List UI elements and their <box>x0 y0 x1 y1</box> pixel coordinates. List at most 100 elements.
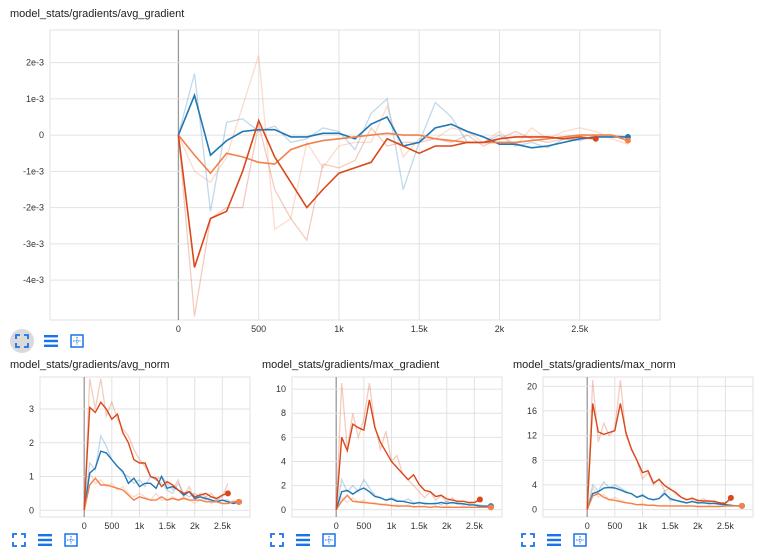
chart-panel-max-norm: model_stats/gradients/max_norm 0 500 1k 1.5… <box>513 359 758 554</box>
series-raw-line <box>83 471 240 511</box>
x-tick-label: 2k <box>190 521 200 531</box>
plot-area <box>291 376 503 518</box>
fit-domain-button[interactable] <box>519 531 537 549</box>
y-tick-label: 2 <box>29 438 34 448</box>
y-tick-label: -2e-3 <box>23 203 44 213</box>
series-last-point <box>476 496 483 503</box>
series-smoothed-line <box>586 403 732 510</box>
max-norm-chart[interactable]: 0 500 1k 1.5k 2k 2.5k 0 4 8 12 16 20 <box>513 373 758 533</box>
series-raw-line <box>177 124 596 317</box>
x-tick-label: 2k <box>693 521 703 531</box>
y-tick-label: 0 <box>281 505 286 515</box>
fit-domain-icon <box>12 533 26 547</box>
toggle-log-icon <box>296 534 310 546</box>
x-tick-label: 1.5k <box>411 521 429 531</box>
y-tick-label: 20 <box>527 381 537 391</box>
x-tick-label: 500 <box>104 521 119 531</box>
y-tick-label: 8 <box>281 408 286 418</box>
expand-chart-button[interactable] <box>62 531 80 549</box>
x-tick-label: 0 <box>334 521 339 531</box>
fit-domain-button[interactable] <box>10 329 34 353</box>
series-last-point <box>738 502 745 509</box>
series-smoothed-line <box>586 492 742 510</box>
x-tick-label: 0 <box>176 324 181 334</box>
y-tick-label: 4 <box>532 480 537 490</box>
series-last-point <box>235 498 242 505</box>
toggle-log-icon <box>38 534 52 546</box>
y-tick-label: -4e-3 <box>23 275 44 285</box>
toggle-log-icon <box>547 534 561 546</box>
x-tick-label: 2.5k <box>214 521 232 531</box>
avg-gradient-chart[interactable]: 0 500 1k 1.5k 2k 2.5k -4e-3 -3e-3 -2e-3 -1e-3 0 1e-… <box>10 28 665 338</box>
chart-toolbar <box>519 531 589 549</box>
expand-icon <box>70 334 84 348</box>
x-tick-label: 500 <box>356 521 371 531</box>
series-smoothed-line <box>335 399 481 510</box>
y-tick-label: 4 <box>281 456 286 466</box>
x-tick-label: 1k <box>638 521 648 531</box>
x-tick-label: 2.5k <box>571 324 589 334</box>
series-last-point <box>624 137 631 144</box>
expand-chart-button[interactable] <box>320 531 338 549</box>
expand-chart-button[interactable] <box>571 531 589 549</box>
fit-domain-icon <box>15 334 29 348</box>
expand-icon <box>64 533 78 547</box>
x-tick-label: 1.5k <box>411 324 429 334</box>
x-tick-label: 1k <box>334 324 344 334</box>
x-tick-label: 2.5k <box>466 521 484 531</box>
x-tick-label: 2.5k <box>717 521 735 531</box>
y-tick-label: 8 <box>532 455 537 465</box>
x-tick-label: 2k <box>495 324 505 334</box>
plot-area <box>39 376 251 518</box>
chart-title: model_stats/gradients/max_gradient <box>262 359 440 371</box>
plot-area <box>49 29 661 321</box>
series-smoothed-line <box>586 486 742 510</box>
series-raw-line <box>177 55 629 231</box>
x-tick-label: 0 <box>82 521 87 531</box>
series-smoothed-line <box>335 494 491 511</box>
y-tick-label: -1e-3 <box>23 166 44 176</box>
x-tick-label: 1.5k <box>662 521 680 531</box>
toggle-log-icon <box>44 335 58 347</box>
chart-title: model_stats/gradients/avg_gradient <box>10 8 185 20</box>
series-smoothed-line <box>83 401 229 511</box>
expand-icon <box>322 533 336 547</box>
series-last-point <box>592 135 599 142</box>
chart-panel-avg-gradient: model_stats/gradients/avg_gradient 0 500 1… <box>10 8 760 353</box>
avg-norm-chart[interactable]: 0 500 1k 1.5k 2k 2.5k 0 1 2 3 <box>10 373 255 533</box>
fit-domain-icon <box>521 533 535 547</box>
chart-panel-avg-norm: model_stats/gradients/avg_norm 0 500 1k 1.5… <box>10 359 255 554</box>
x-tick-label: 0 <box>585 521 590 531</box>
series-last-point <box>727 494 734 501</box>
y-tick-label: 6 <box>281 432 286 442</box>
fit-domain-button[interactable] <box>268 531 286 549</box>
chart-panel-max-gradient: model_stats/gradients/max_gradient 0 500 1… <box>262 359 507 554</box>
toggle-log-scale-button[interactable] <box>294 531 312 549</box>
y-tick-label: -3e-3 <box>23 239 44 249</box>
toggle-log-scale-button[interactable] <box>545 531 563 549</box>
y-tick-label: 2e-3 <box>26 58 44 68</box>
y-tick-label: 1e-3 <box>26 94 44 104</box>
chart-toolbar <box>10 531 80 549</box>
expand-icon <box>573 533 587 547</box>
fit-domain-button[interactable] <box>10 531 28 549</box>
series-smoothed-line <box>83 477 239 511</box>
max-gradient-chart[interactable]: 0 500 1k 1.5k 2k 2.5k 0 2 4 6 8 10 <box>262 373 507 533</box>
x-tick-label: 500 <box>251 324 266 334</box>
series-last-point <box>487 504 494 511</box>
chart-toolbar <box>268 531 338 549</box>
chart-title: model_stats/gradients/max_norm <box>513 359 676 371</box>
toggle-log-scale-button[interactable] <box>36 531 54 549</box>
y-tick-label: 2 <box>281 481 286 491</box>
chart-toolbar <box>10 329 86 353</box>
expand-chart-button[interactable] <box>68 332 86 350</box>
series-smoothed-line <box>335 487 491 511</box>
series-smoothed-line <box>177 118 596 268</box>
series-last-point <box>224 490 231 497</box>
x-tick-label: 1.5k <box>159 521 177 531</box>
fit-domain-icon <box>270 533 284 547</box>
chart-title: model_stats/gradients/avg_norm <box>10 359 170 371</box>
toggle-log-scale-button[interactable] <box>42 332 60 350</box>
series-smoothed-line <box>83 450 240 511</box>
y-tick-label: 0 <box>39 130 44 140</box>
